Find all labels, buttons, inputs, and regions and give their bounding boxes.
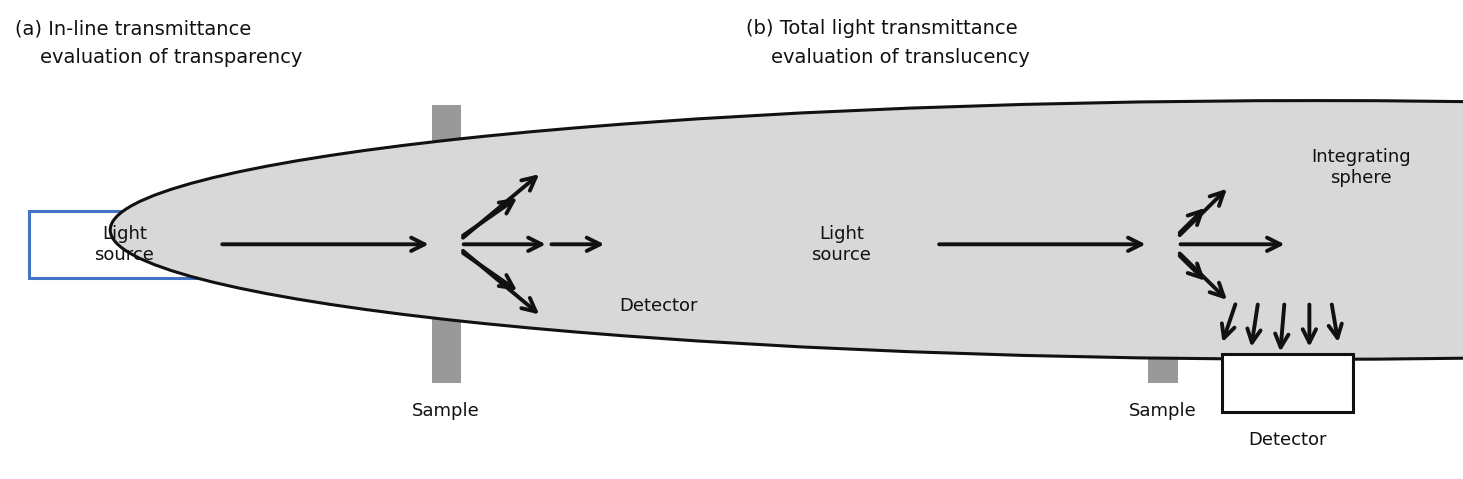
Text: Light
source: Light source: [95, 225, 154, 264]
Text: evaluation of translucency: evaluation of translucency: [746, 48, 1030, 67]
Ellipse shape: [110, 101, 1463, 359]
Bar: [29, 211, 219, 278]
Bar: [607, 211, 710, 278]
Bar: [432, 105, 461, 383]
Bar: [1148, 105, 1178, 383]
Text: Integrating
sphere: Integrating sphere: [1311, 148, 1410, 187]
Text: Detector: Detector: [619, 297, 698, 315]
Bar: [746, 211, 936, 278]
Text: Light
source: Light source: [812, 225, 870, 264]
Text: Sample: Sample: [413, 402, 480, 421]
Text: evaluation of transparency: evaluation of transparency: [15, 48, 301, 67]
Text: (a) In-line transmittance: (a) In-line transmittance: [15, 19, 250, 38]
Text: Sample: Sample: [1129, 402, 1197, 421]
Text: (b) Total light transmittance: (b) Total light transmittance: [746, 19, 1018, 38]
Text: Detector: Detector: [1248, 431, 1327, 449]
Bar: [1222, 354, 1353, 412]
